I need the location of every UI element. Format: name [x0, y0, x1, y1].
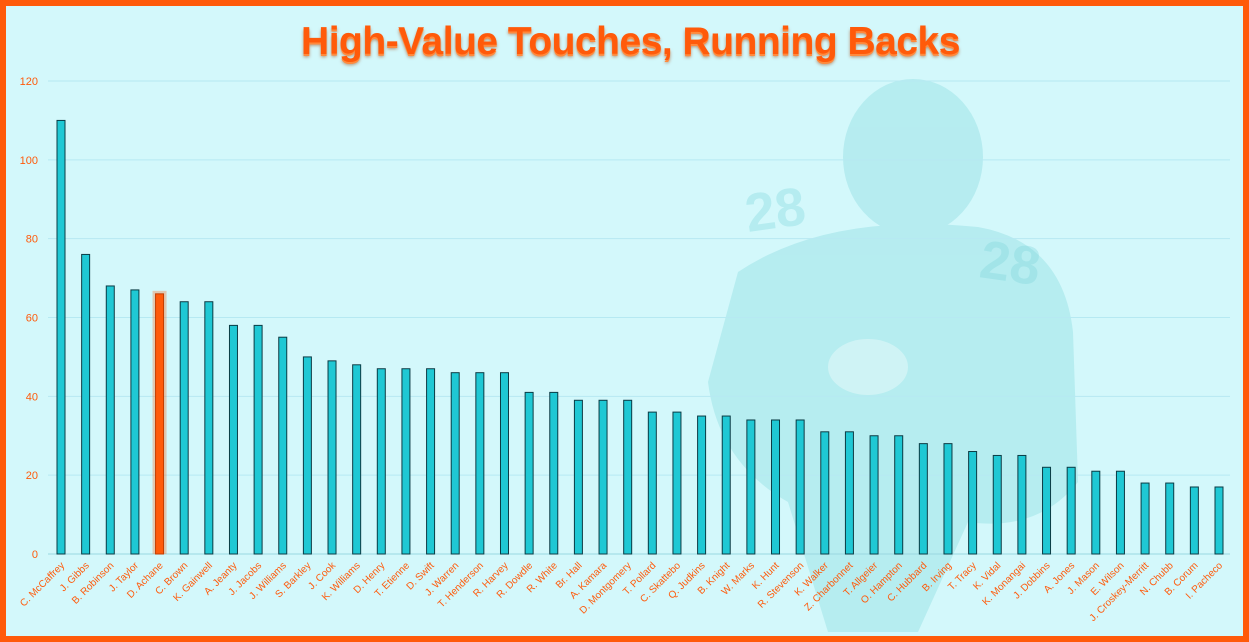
y-tick-label: 20 [26, 470, 38, 482]
bar-t-pollard [647, 411, 657, 555]
bar-r-dowdle [524, 391, 534, 555]
bar-k-walker [820, 431, 830, 555]
bar-c-skattebo [672, 411, 682, 555]
bar-j-mason [1091, 470, 1101, 555]
bar-j-jacobs [253, 324, 263, 555]
bar-t-etienne [401, 368, 411, 555]
bar-e-wilson [1115, 470, 1125, 555]
y-tick-label: 80 [26, 234, 38, 246]
bar-j-cook [327, 360, 337, 555]
bar-j-gibbs [81, 253, 91, 555]
bar-r-white [549, 391, 559, 555]
bar-n-chubb [1165, 482, 1175, 555]
bar-z-charbonnet [844, 431, 854, 555]
bar-t-tracy [968, 451, 978, 555]
bar-c-mccaffrey [56, 119, 66, 555]
bar-k-gainwell [204, 301, 214, 555]
bar-w-marks [746, 419, 756, 555]
bar-i-pacheco [1214, 486, 1224, 555]
bar-a-kamara [598, 399, 608, 555]
bar-c-brown [179, 301, 189, 555]
bar-j-williams [278, 336, 288, 555]
bar-b-robinson [105, 285, 115, 555]
bar-j-dobbins [1042, 466, 1052, 555]
bar-b-knight [721, 415, 731, 555]
y-tick-label: 60 [26, 313, 38, 325]
bar-d-achane [155, 293, 165, 555]
bar-d-montgomery [623, 399, 633, 555]
bar-d-henry [376, 368, 386, 555]
bar-c-hubbard [918, 443, 928, 555]
bar-s-barkley [302, 356, 312, 555]
bar-k-monangai [1017, 454, 1027, 555]
y-tick-label: 120 [20, 76, 38, 88]
bar-j-taylor [130, 289, 140, 555]
y-tick-label: 40 [26, 391, 38, 403]
y-tick-label: 100 [20, 155, 38, 167]
bar-t-allgeier [869, 435, 879, 555]
bar-t-henderson [475, 372, 485, 555]
bar-j-croskey-merritt [1140, 482, 1150, 555]
bar-br-hall [573, 399, 583, 555]
bar-a-jones [1066, 466, 1076, 555]
bar-k-hunt [771, 419, 781, 555]
y-tick-label: 0 [32, 549, 38, 561]
bar-a-jeanty [228, 324, 238, 555]
bar-k-williams [352, 364, 362, 555]
bar-o-hampton [894, 435, 904, 555]
bar-b-corum [1189, 486, 1199, 555]
bar-d-swift [426, 368, 436, 555]
bar-r-harvey [499, 372, 509, 555]
chart-title: High-Value Touches, Running Backs [301, 20, 960, 63]
bar-q-judkins [697, 415, 707, 555]
bar-b-irving [943, 443, 953, 555]
bar-k-vidal [992, 454, 1002, 555]
bar-r-stevenson [795, 419, 805, 555]
bar-j-warren [450, 372, 460, 555]
